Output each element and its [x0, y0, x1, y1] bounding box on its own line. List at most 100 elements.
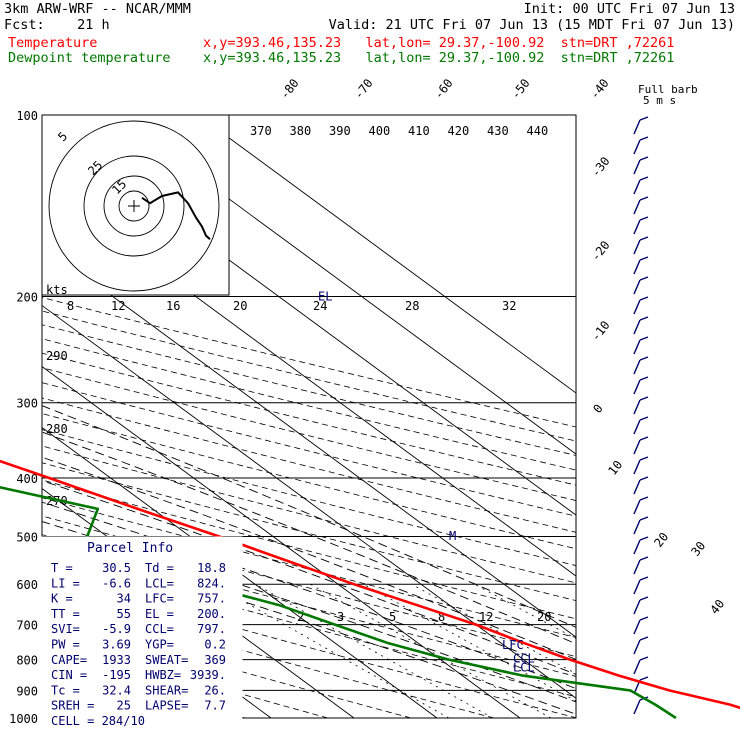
parcel-info-box: Parcel Info T = 30.5 Td = 18.8 LI = -6.6 LCL= 8… — [41, 536, 243, 730]
theta-e-label: 400 — [369, 124, 391, 138]
isotherm-line — [42, 243, 576, 638]
parcel-key-right: YGP= — [145, 638, 174, 652]
pressure-tick-label: 200 — [16, 291, 38, 305]
hodograph-ring — [103, 175, 165, 237]
mixing-ratio-label: 12 — [479, 610, 493, 624]
theta-e-label: 420 — [448, 124, 470, 138]
isotherm-label: -30 — [588, 154, 612, 180]
isotherm-label: 0 — [590, 402, 605, 416]
wind-barb-flag — [639, 376, 649, 381]
kts-label: kts — [46, 283, 68, 297]
wind-barb-flag — [639, 256, 649, 261]
isotherm-label: -50 — [508, 76, 532, 102]
wind-barb-staff — [633, 399, 641, 415]
m-marker: M — [449, 529, 456, 543]
wind-barb-staff — [633, 579, 641, 595]
wind-barb-flag — [639, 456, 649, 461]
dry-adiabat-line — [42, 593, 495, 719]
mixing-ratio-label: 5 — [389, 610, 396, 624]
wind-barb-flag — [639, 396, 649, 401]
parcel-key-right: SHEAR= — [145, 683, 188, 697]
parcel-value-left: 32.4 — [102, 683, 131, 697]
parcel-value-left: -195 — [102, 668, 131, 682]
wind-barb-flag — [639, 656, 649, 661]
wind-barb-flag — [639, 616, 649, 621]
model-title: 3km ARW-WRF -- NCAR/MMM — [4, 1, 191, 17]
pressure-tick-label: 500 — [16, 530, 38, 544]
wind-barb-flag — [639, 296, 649, 301]
wind-barb-staff — [633, 599, 641, 615]
wind-barb-flag — [639, 116, 649, 121]
parcel-key-left: K = — [51, 592, 73, 606]
moist-adiabat-label: 24 — [313, 299, 327, 313]
wind-barb-flag — [639, 556, 649, 561]
wind-barb-flag — [639, 576, 649, 581]
parcel-key-right: LCL= — [145, 576, 174, 590]
parcel-value-right: 18.8 — [197, 561, 226, 575]
wind-barb-staff — [633, 219, 641, 235]
pressure-tick-label: 300 — [16, 397, 38, 411]
parcel-value-left: 34 — [117, 592, 131, 606]
isotherm-label: 40 — [707, 597, 727, 617]
parcel-key-right: SWEAT= — [145, 653, 188, 667]
hodograph-trace — [141, 191, 211, 240]
wind-barb-flag — [639, 236, 649, 241]
wind-barb-staff — [633, 539, 641, 555]
moist-adiabat-label: 12 — [111, 299, 125, 313]
wind-barb-staff — [633, 699, 641, 715]
valid-time: Valid: 21 UTC Fri 07 Jun 13 (15 MDT Fri … — [328, 17, 735, 33]
wind-barb-flag — [639, 516, 649, 521]
wind-barb-flag — [639, 496, 649, 501]
isotherm-label: 20 — [651, 530, 671, 550]
dewpoint-legend-info: x,y=393.46,135.23 lat,lon= 29.37,-100.92… — [203, 50, 675, 66]
isotherm-line — [197, 115, 576, 394]
pressure-tick-label: 100 — [16, 109, 38, 123]
temperature-legend-info: x,y=393.46,135.23 lat,lon= 29.37,-100.92… — [203, 35, 675, 51]
mixing-ratio-label: 8 — [438, 610, 445, 624]
wind-barb-flag — [639, 476, 649, 481]
parcel-value-right: 757. — [197, 592, 226, 606]
mixing-ratio-line — [363, 583, 576, 702]
wind-barb-staff — [633, 659, 641, 675]
hodograph-ring — [48, 120, 220, 292]
wind-barb-flag — [639, 276, 649, 281]
parcel-value-left: 3.69 — [102, 638, 131, 652]
moist-adiabat-label: 8 — [67, 299, 74, 313]
parcel-value-right: 200. — [197, 607, 226, 621]
parcel-key-left: TT = — [51, 607, 80, 621]
profile-series — [0, 459, 740, 720]
init-time: Init: 00 UTC Fri 07 Jun 13 — [523, 1, 735, 17]
temperature-legend-label: Temperature — [8, 35, 98, 51]
level-marker-lfc: LFC — [502, 638, 524, 652]
wind-barb-flag — [639, 316, 649, 321]
moist-adiabat-label: 32 — [502, 299, 516, 313]
mixing-ratio-label: 2 — [297, 610, 304, 624]
wind-barb-staff — [633, 259, 641, 275]
wind-barb-flag — [639, 336, 649, 341]
wind-barb-flag — [639, 536, 649, 541]
isotherm-label: -10 — [588, 318, 612, 344]
isotherm-label: 10 — [605, 458, 625, 478]
theta-e-label: 380 — [290, 124, 312, 138]
wind-barb-staff — [633, 439, 641, 455]
parcel-value-right: 3939. — [190, 668, 226, 682]
parcel-value-right: 26. — [204, 683, 226, 697]
theta-e-label: 370 — [250, 124, 272, 138]
parcel-cell: CELL = 284/10 — [51, 714, 145, 728]
level-marker-lcl: LCL — [513, 660, 535, 674]
isotherm-label: -70 — [351, 76, 375, 102]
wind-barb-staff — [633, 499, 641, 515]
dry-adiabat-line — [42, 297, 576, 428]
parcel-value-right: 0.2 — [204, 638, 226, 652]
wind-barb-staff — [633, 159, 641, 175]
parcel-value-left: 30.5 — [102, 561, 131, 575]
parcel-value-right: 797. — [197, 622, 226, 636]
mixing-ratio-label: 3 — [337, 610, 344, 624]
parcel-value-right: 369 — [204, 653, 226, 667]
dry-adiabat-label: 290 — [46, 349, 68, 363]
wind-barb-flag — [639, 676, 649, 681]
parcel-key-left: CAPE= — [51, 653, 87, 667]
wind-barb-staff — [633, 379, 641, 395]
dry-adiabat-line — [42, 324, 576, 456]
parcel-value-left: 1933 — [102, 653, 131, 667]
